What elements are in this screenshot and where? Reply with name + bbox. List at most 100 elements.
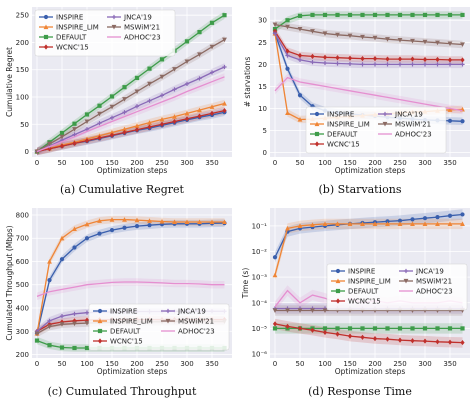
data-point [184,39,190,44]
data-point [134,89,140,95]
data-point [422,62,428,67]
data-point [297,93,303,98]
data-point [410,221,415,226]
x-tick-label: 0 [273,159,277,167]
y-tick-label: 800 [16,211,29,219]
caption-starvations: (b) Starvations [318,183,402,196]
data-point [285,308,290,313]
caption-cumulated-throughput: (c) Cumulated Throughput [47,385,197,398]
data-point [84,221,90,227]
data-point [447,107,453,112]
y-tick-label: 5 [263,127,267,135]
data-point [435,40,440,46]
data-point [360,221,365,226]
y-tick-label: 10⁻⁶ [252,351,268,359]
data-point [222,64,227,70]
x-tick-label: 250 [155,360,168,368]
data-point [335,326,340,331]
data-point [47,277,52,283]
data-point [197,107,202,113]
data-point [385,12,390,18]
series-line-inspire-lim [274,223,463,276]
band-default [275,11,463,33]
legend-item-wcnc-15: WCNC'15 [39,44,89,52]
legend-item-wcnc-15: WCNC'15 [331,298,381,306]
x-tick-label: 0 [273,360,277,368]
legend-label: INSPIRE_LIM [110,318,153,326]
legend-item-inspire-lim: INSPIRE_LIM [93,318,153,326]
legend-item-adhoc-23: ADHOC'23 [161,328,215,336]
y-axis-label: Time (s) [241,268,250,300]
legend-marker [97,328,103,334]
legend-label: INSPIRE_LIM [348,278,391,286]
data-point [347,61,353,67]
legend-label: DEFAULT [56,34,87,42]
data-point [447,12,453,18]
data-point [59,130,65,136]
data-point [184,81,190,87]
data-point [272,28,278,34]
legend-label: ADHOC'23 [124,34,161,42]
data-point [97,231,102,236]
data-point [335,55,340,61]
legend-marker [314,141,320,147]
data-point [460,42,465,47]
y-tick-label: 100 [16,94,29,102]
x-tick-label: 100 [80,159,93,167]
series-line-inspire-lim [36,218,225,334]
legend-marker [165,308,171,314]
data-point [147,81,152,87]
data-point [72,226,77,232]
data-point [435,62,440,67]
data-point [335,12,340,18]
data-point [122,97,127,102]
legend-marker [165,318,171,324]
data-point [297,325,303,332]
legend-label: INSPIRE [110,308,137,316]
y-tick-label: 700 [16,235,29,243]
data-point [410,12,415,18]
legend: INSPIRE INSPIRE_LIM DEFAULT WCNC'15 JNCA'19 M… [305,106,447,154]
data-point [109,132,115,138]
legend-item-adhoc-23: ADHOC'23 [378,131,432,139]
legend-marker [43,44,49,50]
data-point [197,113,202,119]
data-point [209,20,215,25]
data-point [272,326,278,331]
data-point [322,329,328,335]
legend-item-default: DEFAULT [310,131,358,139]
data-point [222,219,227,225]
data-point [335,221,340,226]
legend: INSPIRE INSPIRE_LIM DEFAULT WCNC'15 JNCA'19 M… [88,303,230,351]
y-tick-label: 15 [258,83,267,91]
data-point [84,310,90,315]
x-axis-label: Optimization steps [335,166,406,175]
legend-label: WCNC'15 [56,44,89,52]
data-point [385,37,390,42]
legend-label: ADHOC'23 [178,328,215,336]
data-point [335,331,340,337]
data-point [147,98,152,103]
legend-marker [382,121,388,127]
legend-item-inspire-lim: INSPIRE_LIM [331,278,391,286]
data-point [84,138,90,144]
data-point [122,217,127,222]
chart-cumulated-throughput: 0 50 100 150 200 250 300 350 200 300 400 500 600 700 8… [5,208,232,376]
data-point [435,221,440,226]
data-point [159,74,165,80]
y-tick-label: 150 [16,66,29,74]
data-point [285,24,290,30]
data-point [122,126,127,132]
data-point [372,12,378,18]
chart-cumulative-regret: 0 50 100 150 200 250 300 350050100150200250Opti… [5,7,232,175]
series-line-adhoc-23 [274,76,463,112]
legend-item-wcnc-15: WCNC'15 [93,338,143,346]
legend-label: MSWiM'21 [416,278,452,286]
x-tick-label: 0 [35,360,39,368]
data-point [134,217,140,223]
data-point [310,222,315,227]
series-line-inspire-lim [36,102,225,153]
y-tick-label: 250 [16,12,29,20]
legend-marker [314,131,320,137]
